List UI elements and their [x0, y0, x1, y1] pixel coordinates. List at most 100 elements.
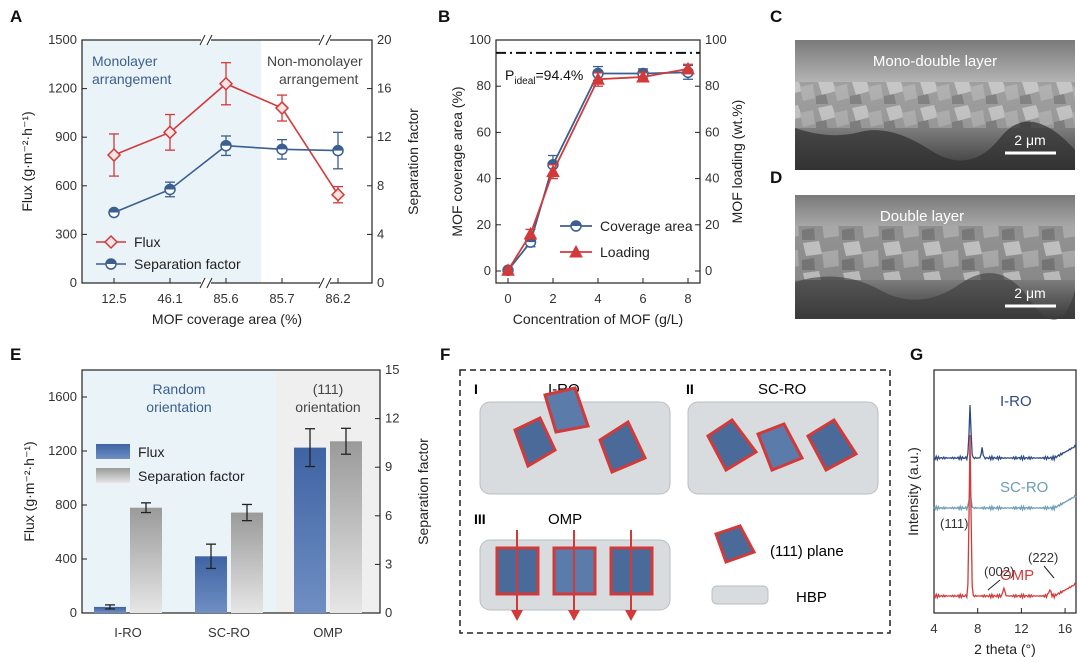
a-axis-break — [325, 34, 332, 46]
panel-e-region-left-2: orientation — [146, 399, 211, 415]
b-xtick-label: 8 — [684, 291, 691, 306]
panel-a-region-left: Monolayer — [92, 53, 158, 69]
e-bar-sepfactor — [130, 507, 162, 613]
a-ytick-label: 0 — [70, 275, 77, 290]
f-sub2-num: II — [686, 381, 694, 397]
panel-a: A Monolayer arrangement Non-monolayer ar… — [10, 7, 421, 327]
b-xtick-label: 2 — [549, 291, 556, 306]
e-bar-flux — [94, 606, 126, 613]
panel-e-region-right-2: orientation — [295, 399, 360, 415]
a-xtick-label: 85.6 — [213, 291, 238, 306]
e-bar-flux — [294, 447, 326, 613]
panel-a-region-right: Non-monolayer — [267, 53, 363, 69]
panel-e-region-right: (111) — [313, 381, 344, 397]
a-point-flux — [162, 125, 178, 140]
g-annot-111: (111) — [940, 516, 968, 531]
b-y2label: MOF loading (wt.%) — [729, 100, 745, 224]
e-bar-sepfactor — [330, 441, 362, 613]
e-legend-label: Flux — [138, 444, 164, 460]
panel-f-frame — [459, 369, 891, 634]
b-legend-marker-fill — [571, 221, 581, 226]
f-legend-hbp: HBP — [796, 589, 827, 606]
e-legend-label: Separation factor — [138, 468, 245, 484]
g-series-label: I-RO — [1000, 393, 1032, 410]
a-point-flux — [330, 187, 346, 202]
a-y2tick-label: 20 — [377, 32, 391, 47]
e-legend-swatch — [96, 444, 130, 459]
panel-g-marks: I-RO SC-RO OMP (111) (002) (222) — [933, 393, 1077, 601]
a-ytick-label: 900 — [55, 129, 77, 144]
g-xtick-label: 4 — [930, 621, 937, 636]
a-point-sepfactor-fill — [277, 144, 287, 150]
panel-b-ideal-label: Pideal=94.4% — [505, 67, 583, 87]
a-y2tick-label: 8 — [377, 178, 384, 193]
g-ylabel: Intensity (a.u.) — [905, 447, 921, 536]
b-point-loading — [636, 69, 650, 83]
e-xtick-label: I-RO — [114, 625, 141, 640]
b-point-loading — [591, 72, 605, 85]
a-axis-break-gap — [201, 36, 211, 44]
b-ylabel: MOF coverage area (%) — [449, 86, 465, 236]
g-series-label: SC-RO — [1000, 479, 1048, 496]
b-y2tick-label: 20 — [705, 217, 719, 232]
e-y2tick-label: 6 — [385, 508, 392, 523]
a-point-sepfactor-fill — [165, 184, 175, 190]
a-point-sepfactor-fill — [333, 145, 343, 151]
b-xtick-label: 6 — [639, 291, 646, 306]
b-ytick-label: 40 — [477, 171, 491, 186]
e-ytick-label: 400 — [55, 551, 77, 566]
sem-image-c-crystals — [795, 82, 1075, 128]
panel-a-label: A — [10, 7, 22, 26]
e-legend-swatch — [96, 468, 130, 483]
f-sub2-name: SC-RO — [758, 381, 806, 398]
b-ytick-label: 20 — [477, 217, 491, 232]
a-ytick-label: 1200 — [48, 81, 77, 96]
panel-g: G 4 8 12 16 2 theta (°) Intensity (a.u.) I-RO… — [905, 345, 1077, 657]
a-y2tick-label: 4 — [377, 226, 384, 241]
b-ytick-label: 80 — [477, 78, 491, 93]
a-legend-marker-fill — [106, 259, 116, 264]
a-y2label: Separation factor — [405, 108, 421, 215]
e-xtick-label: OMP — [313, 625, 343, 640]
b-point-loading — [501, 263, 515, 276]
a-legend-marker — [103, 234, 119, 250]
f-crystal-iro-2 — [543, 386, 590, 434]
a-axis-break — [206, 277, 213, 289]
g-annot-arrow-222 — [1043, 565, 1055, 579]
panel-b-label: B — [438, 7, 450, 26]
sem-image-d-substrate — [795, 273, 1075, 320]
b-legend-marker — [569, 244, 583, 258]
f-crystal-scro-2 — [756, 422, 805, 472]
g-xtick-label: 12 — [1014, 621, 1028, 636]
a-axis-break — [206, 34, 213, 46]
b-xtick-label: 0 — [504, 291, 511, 306]
e-y2tick-label: 9 — [385, 459, 392, 474]
b-y2tick-label: 100 — [705, 32, 727, 47]
e-y2tick-label: 0 — [385, 605, 392, 620]
panel-a-marks: Flux Separation factor — [96, 62, 346, 272]
g-plot-frame — [933, 369, 1077, 614]
e-ytick-label: 1600 — [48, 389, 77, 404]
panel-c: C Mono-double layer 2 μm — [770, 7, 1075, 170]
b-legend-label: Loading — [600, 244, 650, 260]
a-ylabel: Flux (g·m⁻²·h⁻¹) — [19, 111, 35, 211]
a-plot-frame — [81, 39, 373, 284]
sem-image-c-substrate — [795, 121, 1075, 170]
a-y2tick-label: 12 — [377, 129, 391, 144]
b-ytick-label: 100 — [469, 32, 491, 47]
e-bar-sepfactor — [231, 512, 263, 613]
a-xtick-label: 46.1 — [157, 291, 182, 306]
g-annot-222: (222) — [1028, 550, 1058, 565]
g-xlabel: 2 theta (°) — [974, 641, 1036, 657]
a-xlabel: MOF coverage area (%) — [152, 311, 302, 327]
e-xtick-label: SC-RO — [208, 625, 250, 640]
a-point-sepfactor-fill — [109, 207, 119, 213]
g-xtick-label: 8 — [974, 621, 981, 636]
panel-b-ideal-sub: ideal — [514, 76, 535, 87]
f-crystal-scro-3 — [806, 417, 859, 473]
a-ytick-label: 300 — [55, 226, 77, 241]
sem-d-caption: Double layer — [880, 208, 964, 225]
sem-image-d-crystals — [795, 226, 1075, 280]
b-xtick-label: 4 — [594, 291, 601, 306]
